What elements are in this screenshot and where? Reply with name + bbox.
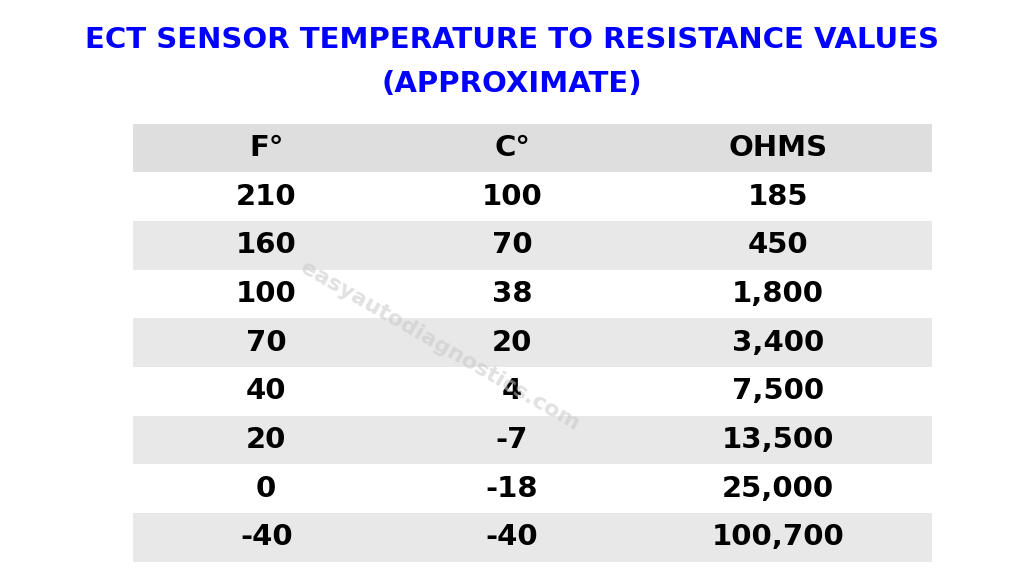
Text: 20: 20 [492,329,532,357]
Text: ECT SENSOR TEMPERATURE TO RESISTANCE VALUES: ECT SENSOR TEMPERATURE TO RESISTANCE VAL… [85,26,939,54]
Bar [133,416,932,464]
Bar [133,319,932,367]
Text: 38: 38 [492,280,532,308]
Text: 100: 100 [236,280,297,308]
Text: -40: -40 [240,523,293,551]
Text: 100: 100 [481,183,543,211]
Text: 210: 210 [236,183,297,211]
Text: 70: 70 [492,232,532,259]
Text: easyautodiagnostics.com: easyautodiagnostics.com [297,257,584,434]
Text: C°: C° [494,134,530,162]
Text: 1,800: 1,800 [732,280,824,308]
Bar [133,124,932,172]
Text: 160: 160 [236,232,297,259]
Text: 40: 40 [246,377,287,406]
Text: 185: 185 [748,183,809,211]
Text: F°: F° [249,134,284,162]
Text: 0: 0 [256,475,276,503]
Text: 4: 4 [502,377,522,406]
Text: 70: 70 [246,329,287,357]
Bar [133,270,932,319]
Text: -40: -40 [485,523,539,551]
Bar [133,221,932,270]
Text: 7,500: 7,500 [732,377,824,406]
Bar [133,367,932,416]
Text: -7: -7 [496,426,528,454]
Bar [133,513,932,562]
Text: 20: 20 [246,426,287,454]
Bar [133,464,932,513]
Text: (APPROXIMATE): (APPROXIMATE) [382,70,642,97]
Text: 450: 450 [748,232,809,259]
Text: -18: -18 [485,475,539,503]
Text: 100,700: 100,700 [712,523,845,551]
Text: 13,500: 13,500 [722,426,835,454]
Text: 3,400: 3,400 [732,329,824,357]
Bar [133,172,932,221]
Text: 25,000: 25,000 [722,475,835,503]
Text: OHMS: OHMS [729,134,827,162]
